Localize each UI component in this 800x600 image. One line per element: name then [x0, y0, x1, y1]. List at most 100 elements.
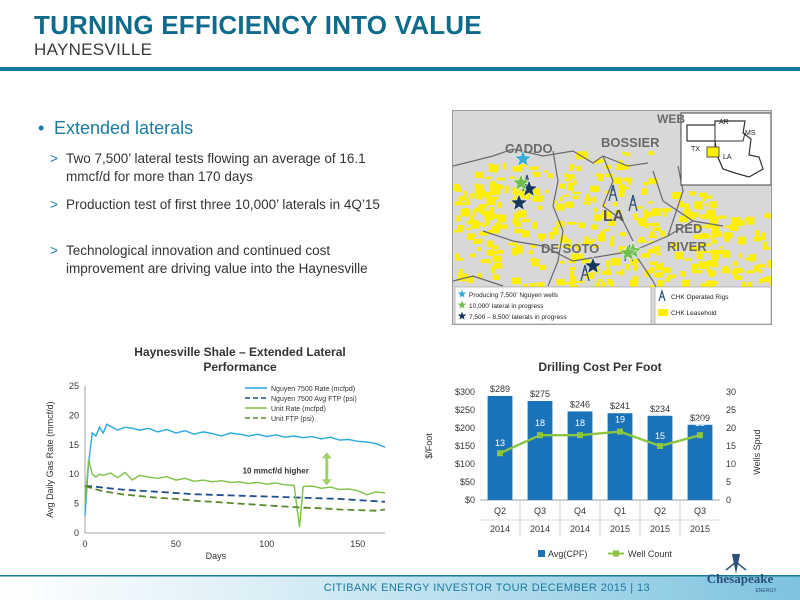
- x-tick-label: 50: [171, 539, 181, 549]
- x-year-label: 2015: [690, 524, 710, 534]
- annotation-label: 10 mmcf/d higher: [243, 467, 309, 476]
- leasehold-patch: [571, 253, 578, 262]
- leasehold-patch: [746, 216, 755, 225]
- bar-value-label: $209: [690, 413, 710, 423]
- leasehold-patch: [707, 260, 713, 265]
- series-line-3: [84, 459, 386, 528]
- leasehold-patch: [652, 227, 662, 231]
- leasehold-patch: [683, 209, 692, 217]
- leasehold-patch: [508, 242, 518, 246]
- leasehold-patch: [692, 269, 703, 274]
- leasehold-patch: [569, 165, 573, 171]
- y-tick-label: 0: [74, 528, 79, 538]
- leasehold-patch: [737, 220, 745, 226]
- leasehold-patch: [758, 269, 763, 274]
- leasehold-patch: [468, 234, 476, 238]
- leasehold-patch: [566, 221, 577, 225]
- leasehold-patch: [711, 234, 716, 237]
- leasehold-patch: [631, 262, 636, 266]
- leasehold-patch: [604, 173, 614, 178]
- leasehold-patch: [657, 280, 665, 287]
- series-line-2: [84, 485, 386, 503]
- y-right-tick-label: 10: [726, 459, 736, 469]
- bar: [607, 413, 633, 500]
- leasehold-patch: [709, 216, 719, 223]
- leasehold-patch: [696, 254, 704, 260]
- leasehold-patch: [491, 213, 496, 217]
- y-tick-label: $150: [455, 441, 475, 451]
- haynesville-map: AR MS TX LA CADDO BOSSIER WEB LA DE SOTO…: [452, 110, 772, 325]
- x-year-label: 2014: [570, 524, 590, 534]
- legend-label: CHK Leasehold: [671, 310, 717, 317]
- rig-legend-icon: [658, 288, 666, 302]
- leasehold-patch: [593, 160, 602, 164]
- leasehold-patch: [649, 261, 658, 265]
- leasehold-patch: [591, 224, 598, 230]
- bar: [567, 411, 593, 500]
- leasehold-patch: [747, 282, 753, 289]
- leasehold-patch: [680, 271, 686, 277]
- leasehold-patch: [701, 250, 711, 253]
- leasehold-patch: [476, 184, 484, 192]
- y-tick-label: $0: [465, 495, 475, 505]
- y-right-tick-label: 30: [726, 387, 736, 397]
- leasehold-patch: [712, 252, 720, 260]
- leasehold-patch: [619, 232, 626, 237]
- leasehold-patch: [590, 185, 600, 192]
- leasehold-patch: [474, 189, 483, 194]
- leasehold-patch: [699, 233, 709, 239]
- leasehold-patch: [648, 201, 653, 204]
- leasehold-patch: [594, 207, 598, 213]
- x-tick-label: Q1: [614, 506, 626, 516]
- legend-star-icon: [457, 289, 467, 298]
- leasehold-patch: [530, 244, 537, 248]
- leasehold-patch: [592, 196, 596, 203]
- leasehold-patch: [762, 241, 767, 249]
- leasehold-patch: [488, 163, 492, 166]
- leasehold-patch: [597, 173, 604, 181]
- legend-swatch: [538, 550, 545, 557]
- leasehold-patch: [700, 216, 710, 219]
- leasehold-patch: [492, 245, 499, 250]
- arrow-up-icon: [321, 452, 332, 459]
- leasehold-patch: [492, 214, 502, 219]
- leasehold-patch: [662, 208, 671, 212]
- leasehold-patch: [455, 201, 460, 205]
- leasehold-patch: [584, 236, 590, 243]
- leasehold-patch: [600, 231, 605, 237]
- leasehold-patch: [455, 253, 460, 259]
- leasehold-patch: [529, 283, 535, 288]
- leasehold-patch: [718, 215, 727, 219]
- leasehold-patch: [767, 214, 771, 219]
- leasehold-patch: [594, 214, 601, 222]
- map-graphic: AR MS TX LA CADDO BOSSIER WEB LA DE SOTO…: [453, 111, 771, 324]
- leasehold-patch: [469, 193, 475, 199]
- leasehold-patch: [458, 197, 463, 202]
- x-tick-label: 150: [350, 539, 365, 549]
- leasehold-patch: [538, 195, 544, 202]
- leasehold-patch: [722, 266, 729, 273]
- leasehold-patch: [684, 203, 690, 210]
- leasehold-patch: [517, 210, 527, 218]
- rig-icon: [608, 184, 618, 202]
- leasehold-patch: [710, 201, 717, 209]
- well-count-point: [537, 432, 543, 439]
- x-year-label: 2015: [610, 524, 630, 534]
- y-tick-label: 5: [74, 499, 79, 509]
- leasehold-patch: [455, 186, 462, 192]
- leasehold-patch: [678, 215, 689, 223]
- parish-label: WEB: [657, 112, 685, 126]
- leasehold-patch: [575, 152, 584, 160]
- leasehold-patch: [618, 189, 625, 197]
- leasehold-patch: [626, 152, 631, 157]
- leasehold-patch: [711, 234, 715, 242]
- leasehold-patch: [486, 197, 496, 206]
- leasehold-patch: [709, 264, 714, 267]
- leasehold-patch: [660, 262, 664, 265]
- leasehold-patch: [581, 259, 590, 264]
- well-count-label: 19: [615, 415, 625, 425]
- leasehold-patch: [757, 264, 766, 268]
- y-right-tick-label: 0: [726, 495, 731, 505]
- leasehold-patch: [572, 195, 579, 199]
- y-axis-label: Avg Daily Gas Rate (mmcf/d): [45, 401, 55, 517]
